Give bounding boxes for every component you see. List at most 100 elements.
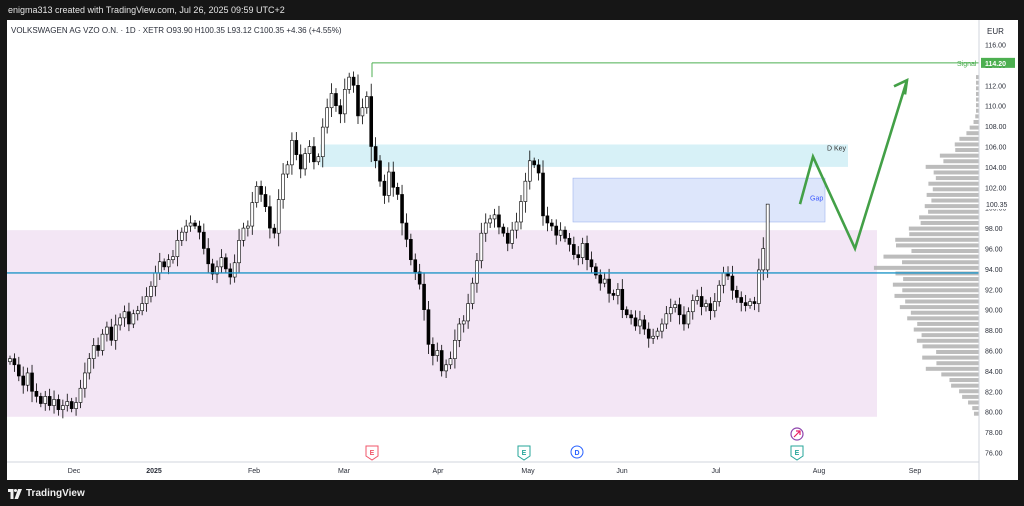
volume-profile-bar <box>976 97 979 102</box>
candle-body <box>34 390 39 397</box>
y-tick-label: 86.00 <box>985 349 1003 356</box>
candle-body <box>122 311 127 319</box>
candle-body <box>629 314 633 319</box>
candle-body <box>215 266 219 275</box>
volume-profile-bar <box>976 86 979 91</box>
volume-profile-bar <box>883 254 979 259</box>
volume-profile-bar <box>975 114 979 119</box>
ideas-icon-glyph <box>793 430 801 438</box>
candle-body <box>298 154 303 170</box>
candle-body <box>585 243 589 261</box>
volume-profile-bar <box>973 411 979 416</box>
candle-body <box>409 239 413 261</box>
candle-body <box>704 303 708 307</box>
chart-frame[interactable]: D KeyGapSignalEUR116.00114.00112.00110.0… <box>7 20 1018 480</box>
event-marker-label: E <box>522 450 527 457</box>
candle-body <box>470 282 475 304</box>
x-tick-label: Dec <box>68 468 81 475</box>
candle-body <box>219 257 224 268</box>
x-tick-label: Sep <box>909 468 922 475</box>
volume-profile-bar <box>951 383 979 388</box>
candle-body <box>602 278 607 284</box>
volume-profile-bar <box>895 237 979 242</box>
candle-body <box>699 296 704 307</box>
zone-d-key <box>320 144 848 167</box>
volume-profile-bar <box>894 293 979 298</box>
volume-profile-bar <box>873 265 979 270</box>
candle-body <box>135 310 140 315</box>
candle-body <box>717 284 722 302</box>
volume-profile-bar <box>926 192 979 197</box>
candle-body <box>131 313 136 325</box>
volume-profile-bar <box>976 91 979 96</box>
candle-body <box>677 304 682 316</box>
volume-profile-bar <box>939 153 979 158</box>
volume-profile-bar <box>936 349 979 354</box>
x-tick-label: Jul <box>712 468 721 475</box>
candle-body <box>479 232 484 262</box>
candle-body <box>373 146 378 162</box>
candle-body <box>739 297 744 303</box>
candle-body <box>347 76 351 90</box>
candle-body <box>655 330 660 337</box>
y-tick-label: 110.00 <box>985 104 1006 111</box>
volume-profile-bar <box>928 209 979 214</box>
candle-body <box>39 396 43 404</box>
candles <box>8 71 770 419</box>
candle-body <box>453 339 457 359</box>
volume-profile-bar <box>903 277 979 282</box>
candle-body <box>329 93 334 109</box>
candle-body <box>342 89 347 115</box>
price-badge-value: 100.35 <box>986 202 1008 209</box>
volume-profile-bar <box>976 108 979 113</box>
candle-body <box>52 399 56 406</box>
candle-body <box>47 396 52 406</box>
candle-body <box>633 317 638 327</box>
candle-body <box>149 285 153 297</box>
candle-body <box>611 293 616 296</box>
candle-body <box>210 263 215 275</box>
currency-label: EUR <box>987 27 1004 36</box>
candle-body <box>254 185 259 203</box>
candle-body <box>224 257 228 270</box>
chart-creator-caption: enigma313 created with TradingView.com, … <box>8 5 285 15</box>
candle-body <box>241 227 246 241</box>
candle-body <box>708 303 713 312</box>
candle-body <box>448 358 453 366</box>
candle-body <box>25 372 30 386</box>
candle-body <box>365 96 369 109</box>
signal-label: Signal <box>957 61 977 68</box>
candle-body <box>109 326 114 341</box>
chart-canvas[interactable]: D KeyGapSignalEUR116.00114.00112.00110.0… <box>7 20 1018 480</box>
volume-profile-bar <box>976 80 979 85</box>
y-tick-label: 80.00 <box>985 410 1003 417</box>
zone-label-gap: Gap <box>810 196 823 203</box>
candle-body <box>505 232 510 244</box>
signal-badge-value: 114.20 <box>985 61 1006 68</box>
volume-profile-bar <box>972 406 979 411</box>
candle-body <box>510 229 514 244</box>
y-tick-label: 102.00 <box>985 185 1007 192</box>
candle-body <box>712 301 717 312</box>
candle-body <box>118 317 122 326</box>
y-tick-label: 98.00 <box>985 226 1003 233</box>
candle-body <box>316 156 321 163</box>
symbol-info-line: VOLKSWAGEN AG VZO O.N. · 1D · XETR O93.9… <box>11 26 342 35</box>
y-tick-label: 92.00 <box>985 287 1003 294</box>
candle-body <box>417 271 422 285</box>
event-marker-label: E <box>795 450 800 457</box>
earnings-marker <box>517 445 531 461</box>
volume-profile-bar <box>976 75 979 80</box>
volume-profile-bar <box>936 361 979 366</box>
zone-label-d-key: D Key <box>827 146 847 153</box>
candle-body <box>153 272 158 287</box>
x-tick-label: 2025 <box>146 468 162 475</box>
candle-body <box>748 301 752 306</box>
candle-body <box>558 229 563 236</box>
candle-body <box>444 364 448 372</box>
candle-body <box>721 272 726 286</box>
candle-body <box>475 260 479 284</box>
volume-profile-bar <box>925 164 979 169</box>
volume-profile-bar <box>916 338 979 343</box>
candle-body <box>21 375 26 386</box>
